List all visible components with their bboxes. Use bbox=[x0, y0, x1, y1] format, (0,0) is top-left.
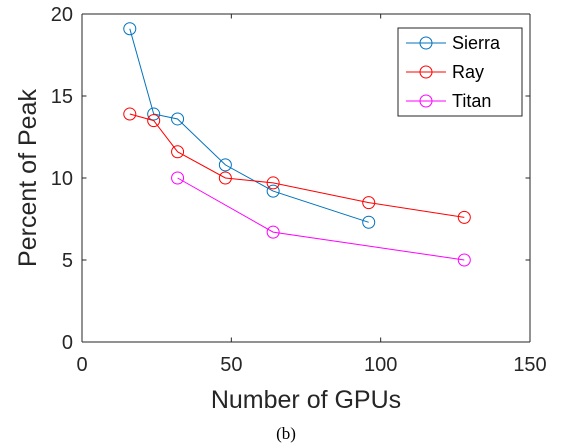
legend-label-titan: Titan bbox=[452, 91, 491, 111]
data-point-ray bbox=[171, 145, 185, 159]
legend-marker-ray bbox=[419, 65, 433, 79]
series-line-ray bbox=[129, 113, 465, 218]
data-point-ray bbox=[147, 114, 161, 128]
data-point-sierra bbox=[362, 215, 376, 229]
legend-marker-titan bbox=[419, 94, 433, 108]
y-tick-label: 0 bbox=[62, 332, 73, 354]
legend-label-sierra: Sierra bbox=[452, 33, 501, 53]
data-point-sierra bbox=[171, 112, 185, 126]
data-point-titan bbox=[457, 253, 471, 267]
ticks-layer: 0 50 100 150 0 5 10 15 20 bbox=[51, 4, 547, 376]
legend-marker-sierra bbox=[419, 36, 433, 50]
x-tick-label: 100 bbox=[364, 354, 397, 376]
series-line-titan bbox=[177, 177, 465, 261]
data-point-ray bbox=[218, 171, 232, 185]
series-line-sierra bbox=[129, 28, 369, 223]
y-tick-label: 20 bbox=[51, 4, 73, 26]
data-point-sierra bbox=[218, 158, 232, 172]
data-point-ray bbox=[266, 176, 280, 190]
series-layer bbox=[123, 22, 471, 267]
y-axis-label: Percent of Peak bbox=[14, 89, 42, 267]
x-tick-label: 0 bbox=[76, 354, 87, 376]
legend-label-ray: Ray bbox=[452, 62, 484, 82]
data-point-ray bbox=[362, 196, 376, 210]
y-tick-label: 15 bbox=[51, 86, 73, 108]
data-point-sierra bbox=[147, 107, 161, 121]
data-point-ray bbox=[123, 107, 137, 121]
data-point-titan bbox=[266, 225, 280, 239]
x-axis-label: Number of GPUs bbox=[211, 386, 401, 414]
data-point-titan bbox=[171, 171, 185, 185]
y-tick-label: 10 bbox=[51, 168, 73, 190]
data-point-sierra bbox=[123, 22, 137, 36]
figure-caption: (b) bbox=[276, 424, 296, 443]
data-point-ray bbox=[457, 210, 471, 224]
y-tick-label: 5 bbox=[62, 250, 73, 272]
x-tick-label: 150 bbox=[513, 354, 546, 376]
legend: Sierra Ray Titan bbox=[397, 27, 523, 117]
x-tick-label: 50 bbox=[220, 354, 242, 376]
data-point-sierra bbox=[266, 184, 280, 198]
